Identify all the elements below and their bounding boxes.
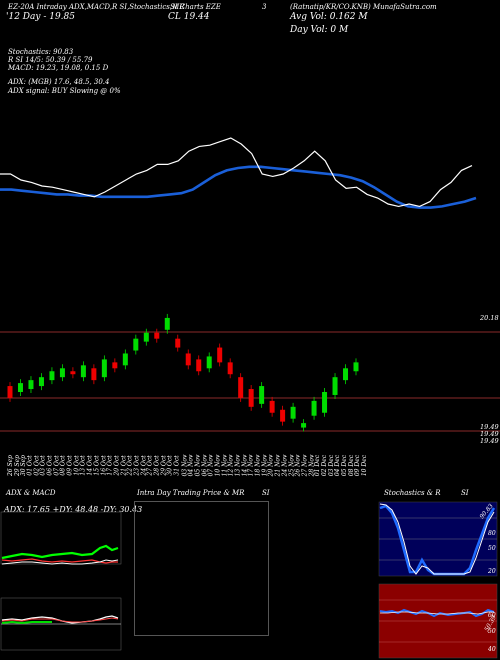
- candle-body: [70, 371, 76, 375]
- date-tick-label: 15 Oct: [93, 455, 101, 476]
- candle-body: [175, 338, 181, 348]
- candle-body: [28, 380, 34, 390]
- candle-body: [227, 362, 233, 375]
- chart-header-close: CL 19.44: [168, 12, 210, 22]
- stoch-d-line: [379, 503, 495, 575]
- candle-body: [91, 368, 97, 381]
- candle-body: [80, 365, 86, 378]
- adx-macd-graph: [0, 511, 122, 651]
- chart-header-line1-left: EZ-20A Intraday ADX,MACD,R SI,Stochastic…: [8, 3, 185, 11]
- stoch-panel-title: Stochastics & R: [384, 489, 441, 497]
- candle-body: [143, 332, 149, 342]
- candle-body: [196, 359, 202, 372]
- adx-panel-value: ADX: 17.65 +DY: 48.48 -DY: 30.43: [4, 505, 143, 514]
- date-tick-label: 20 Oct: [113, 455, 121, 476]
- adx-macd-panel: ADX & MACD ADX: 17.65 +DY: 48.48 -DY: 30…: [0, 488, 142, 660]
- stoch-rsi-graph: [378, 501, 498, 659]
- candle-body: [322, 392, 328, 413]
- indicator-rsi-text: R SI 14/5: 50.39 / 55.79: [8, 56, 93, 64]
- chart-header-line1-right: (Ratnatip/KR/CO.KNB) MunafaSutra.com: [290, 3, 437, 11]
- candle-body: [112, 362, 118, 369]
- stoch-rsi-panel: Stochastics & R SI 80 50 20 90.83 60 50 …: [378, 488, 500, 660]
- date-tick-label: 23 Oct: [133, 455, 141, 476]
- candle-body: [101, 359, 107, 378]
- rsi-axis-50: 50: [488, 628, 496, 635]
- rsi-smooth-line: [380, 611, 494, 615]
- chart-header-line1-mid: SI Charts EZE: [170, 3, 221, 11]
- candle-body: [206, 356, 212, 369]
- price-axis-top-label: 20.18: [480, 314, 499, 322]
- intraday-panel: Intra Day Trading Price & MR SI: [127, 488, 377, 660]
- intraday-panel-title: Intra Day Trading Price & MR: [137, 489, 245, 497]
- candle-body: [7, 386, 13, 398]
- rsi-line: [379, 608, 495, 618]
- indicator-adx-signal-text: ADX signal: BUY Slowing @ 0%: [8, 87, 121, 95]
- indicator-stoch-text: Stochastics: 90.83: [8, 48, 74, 56]
- date-tick-label: 05 Dec: [341, 454, 349, 477]
- price-axis-low-label: 19.49: [480, 430, 499, 438]
- indicator-macd-text: MACD: 19.23, 19.08, 0.15 D: [8, 64, 109, 72]
- candle-body: [259, 386, 265, 404]
- rsi-axis-40: 40: [488, 646, 496, 653]
- candle-body: [332, 377, 338, 395]
- macd-signal-line: [1, 617, 119, 623]
- candle-body: [280, 409, 286, 422]
- candle-body: [238, 377, 244, 398]
- candle-body: [343, 368, 349, 381]
- candle-body: [49, 371, 55, 381]
- date-tick-label: 26 Sep: [7, 454, 15, 477]
- date-tick-label: 02 Dec: [321, 454, 329, 477]
- candle-body: [290, 406, 296, 419]
- indicator-adx-text: ADX: (MGB) 17.6, 48.5, 30.4: [8, 78, 110, 86]
- candle-body: [38, 377, 44, 387]
- stoch-panel-title-suffix: SI: [461, 489, 469, 497]
- date-tick-label: 27 Nov: [301, 454, 309, 477]
- candle-body: [59, 368, 65, 378]
- rsi-axis-60: 60: [488, 612, 496, 619]
- price-line: [0, 137, 473, 208]
- chart-header-line1-mid2: 3: [262, 3, 267, 11]
- macd-histogram: [1, 620, 52, 625]
- candle-body: [133, 338, 139, 351]
- candle-body: [122, 353, 128, 366]
- stoch-axis-80: 80: [488, 530, 496, 537]
- candlestick-chart: [0, 313, 500, 432]
- adx-line: [1, 559, 119, 565]
- adx-panel-title: ADX & MACD: [6, 489, 56, 497]
- date-tick-label: 31 Oct: [173, 455, 181, 476]
- candle-body: [164, 317, 170, 330]
- chart-header-day-vol: Day Vol: 0 M: [290, 25, 349, 35]
- date-tick-label: 10 Nov: [214, 454, 222, 477]
- candle-body: [248, 389, 254, 407]
- intraday-chart-area: [134, 501, 269, 636]
- candle-body: [185, 353, 191, 366]
- adx-plus-di-line: [1, 544, 119, 560]
- date-tick-label: 05 Nov: [194, 454, 202, 477]
- candle-body: [154, 332, 160, 339]
- price-ma-line-chart: [0, 137, 477, 209]
- candle-body: [269, 400, 275, 413]
- price-axis-low-label: 19.49: [480, 423, 499, 431]
- moving-average-line: [0, 165, 477, 209]
- date-tick-label: 01 Oct: [26, 455, 34, 476]
- chart-header-avg-vol: Avg Vol: 0.162 M: [290, 12, 368, 22]
- candle-body: [353, 362, 359, 372]
- price-axis-low-label: 19.49: [480, 437, 499, 445]
- date-tick-label: 24 Nov: [281, 454, 289, 477]
- candle-body: [301, 423, 307, 428]
- candle-body: [217, 347, 223, 363]
- date-tick-label: 10 Dec: [361, 454, 369, 477]
- candle-body: [17, 383, 23, 392]
- intraday-panel-title-suffix: SI: [262, 489, 270, 497]
- date-tick-label: 28 Oct: [153, 455, 161, 476]
- adx-minus-di-line: [1, 558, 118, 564]
- stoch-axis-50: 50: [488, 545, 496, 552]
- stoch-axis-20: 20: [488, 568, 496, 575]
- candle-body: [311, 400, 317, 416]
- chart-header-line2-left: '12 Day - 19.85: [6, 12, 75, 22]
